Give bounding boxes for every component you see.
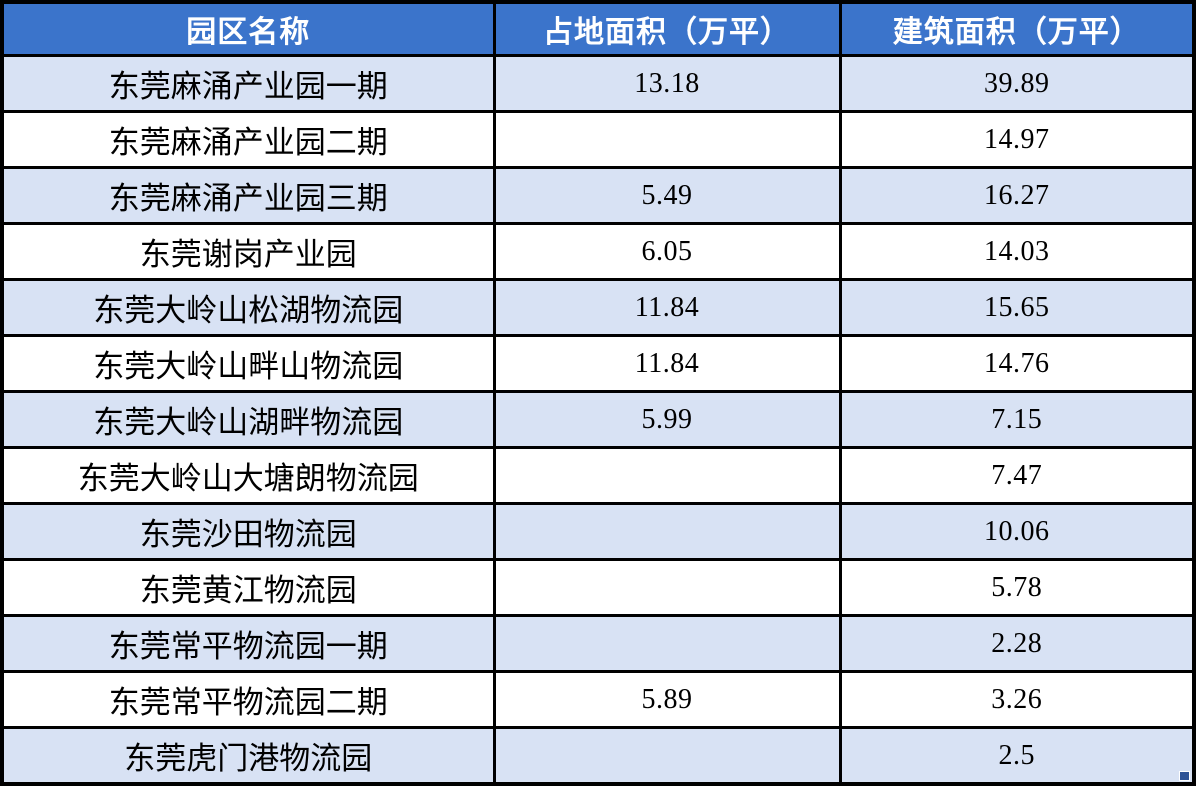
land-area-cell[interactable]: 5.89 <box>492 670 842 729</box>
land-area-cell[interactable]: 13.18 <box>492 54 842 113</box>
land-area-cell[interactable] <box>492 726 842 786</box>
building-area-cell[interactable]: 39.89 <box>838 54 1196 113</box>
park-name-cell[interactable]: 东莞黄江物流园 <box>0 558 496 617</box>
building-area-cell[interactable]: 7.15 <box>838 390 1196 449</box>
land-area-cell[interactable]: 5.49 <box>492 166 842 225</box>
park-name-cell[interactable]: 东莞虎门港物流园 <box>0 726 496 786</box>
land-area-cell[interactable]: 6.05 <box>492 222 842 281</box>
header-row: 园区名称 占地面积（万平） 建筑面积（万平） <box>0 0 1196 57</box>
table-row: 东莞大岭山大塘朗物流园 7.47 <box>0 446 1196 505</box>
park-name-cell[interactable]: 东莞沙田物流园 <box>0 502 496 561</box>
building-area-cell[interactable]: 2.28 <box>838 614 1196 673</box>
building-area-cell[interactable]: 14.76 <box>838 334 1196 393</box>
park-name-cell[interactable]: 东莞麻涌产业园三期 <box>0 166 496 225</box>
park-name-cell[interactable]: 东莞常平物流园二期 <box>0 670 496 729</box>
park-name-cell[interactable]: 东莞大岭山湖畔物流园 <box>0 390 496 449</box>
park-name-cell[interactable]: 东莞谢岗产业园 <box>0 222 496 281</box>
table-row: 东莞麻涌产业园三期 5.49 16.27 <box>0 166 1196 225</box>
column-header-land-area[interactable]: 占地面积（万平） <box>492 0 842 57</box>
column-header-park-name[interactable]: 园区名称 <box>0 0 496 57</box>
building-area-cell[interactable]: 7.47 <box>838 446 1196 505</box>
building-area-cell[interactable]: 3.26 <box>838 670 1196 729</box>
building-area-cell[interactable]: 5.78 <box>838 558 1196 617</box>
building-area-cell[interactable]: 16.27 <box>838 166 1196 225</box>
park-name-cell[interactable]: 东莞麻涌产业园一期 <box>0 54 496 113</box>
table-row: 东莞谢岗产业园 6.05 14.03 <box>0 222 1196 281</box>
land-area-cell[interactable]: 11.84 <box>492 334 842 393</box>
park-name-cell[interactable]: 东莞常平物流园一期 <box>0 614 496 673</box>
park-name-cell[interactable]: 东莞大岭山大塘朗物流园 <box>0 446 496 505</box>
park-name-cell[interactable]: 东莞麻涌产业园二期 <box>0 110 496 169</box>
table-row: 东莞沙田物流园 10.06 <box>0 502 1196 561</box>
land-area-cell[interactable] <box>492 502 842 561</box>
table-row: 东莞大岭山松湖物流园 11.84 15.65 <box>0 278 1196 337</box>
fill-handle[interactable] <box>1179 771 1190 781</box>
building-area-cell[interactable]: 15.65 <box>838 278 1196 337</box>
land-area-cell[interactable] <box>492 558 842 617</box>
building-area-cell[interactable]: 14.97 <box>838 110 1196 169</box>
building-area-cell[interactable]: 14.03 <box>838 222 1196 281</box>
land-area-cell[interactable]: 11.84 <box>492 278 842 337</box>
building-area-cell[interactable]: 10.06 <box>838 502 1196 561</box>
table-header: 园区名称 占地面积（万平） 建筑面积（万平） <box>0 0 1196 57</box>
table-row: 东莞常平物流园一期 2.28 <box>0 614 1196 673</box>
table-row: 东莞大岭山湖畔物流园 5.99 7.15 <box>0 390 1196 449</box>
column-header-building-area[interactable]: 建筑面积（万平） <box>838 0 1196 57</box>
table-row: 东莞麻涌产业园二期 14.97 <box>0 110 1196 169</box>
park-name-cell[interactable]: 东莞大岭山松湖物流园 <box>0 278 496 337</box>
table-body: 东莞麻涌产业园一期 13.18 39.89 东莞麻涌产业园二期 14.97 东莞… <box>0 54 1196 786</box>
table-row: 东莞大岭山畔山物流园 11.84 14.76 <box>0 334 1196 393</box>
land-area-cell[interactable] <box>492 446 842 505</box>
table-row: 东莞麻涌产业园一期 13.18 39.89 <box>0 54 1196 113</box>
park-name-cell[interactable]: 东莞大岭山畔山物流园 <box>0 334 496 393</box>
table-row: 东莞黄江物流园 5.78 <box>0 558 1196 617</box>
land-area-cell[interactable] <box>492 110 842 169</box>
table-row: 东莞虎门港物流园 2.5 <box>0 726 1196 786</box>
building-area-cell[interactable]: 2.5 <box>838 726 1196 786</box>
land-area-cell[interactable]: 5.99 <box>492 390 842 449</box>
table-row: 东莞常平物流园二期 5.89 3.26 <box>0 670 1196 729</box>
land-area-cell[interactable] <box>492 614 842 673</box>
